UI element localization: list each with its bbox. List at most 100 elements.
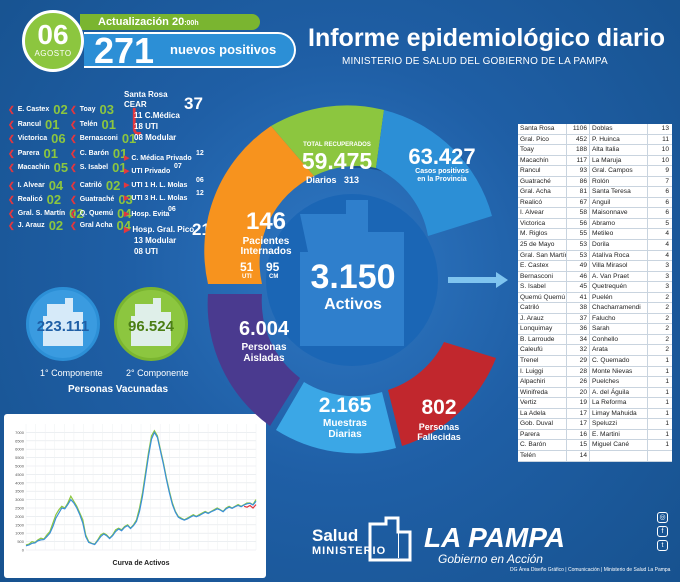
y-tick-label: 5000 (15, 464, 25, 469)
table-cell-count: 2 (665, 314, 669, 322)
bracket-icon: ❮ (8, 134, 15, 143)
table-cell-count: 1 (665, 367, 669, 375)
table-cell-count: 1 (665, 409, 669, 417)
facebook-icon[interactable]: f (657, 526, 668, 537)
table-row: Guatraché 86 Rolón 7 (518, 176, 672, 188)
y-tick-label: 3500 (15, 489, 25, 494)
vaccinated-title: Personas Vacunadas (68, 384, 169, 395)
isolated-value: 6.004 (238, 318, 290, 340)
table-cell-count: 67 (567, 197, 590, 208)
locality-value: 02 (53, 102, 68, 117)
table-cell-count: 6 (665, 188, 669, 196)
hospitalized-value: 146 (245, 208, 287, 235)
table-cell-locality: C. Quemado (590, 356, 648, 366)
table-cell-locality: S. Isabel (518, 282, 567, 292)
table-cell-count: 53 (567, 240, 590, 250)
hospitalized-label-2: Internados (240, 246, 292, 257)
table-cell-locality: Telén (518, 450, 567, 461)
recovered-label: TOTAL RECUPERADOS (303, 142, 371, 148)
table-cell-count: 93 (567, 166, 590, 176)
locality-value: 04 (117, 206, 132, 221)
table-row: Quemú Quemú 41 Puelén 2 (518, 292, 672, 304)
instagram-icon[interactable]: ◎ (657, 512, 668, 523)
chart-x-label: Curva de Activos (113, 560, 170, 567)
locality-name: Rancul (17, 121, 42, 128)
y-tick-label: 1500 (15, 522, 25, 527)
table-cell-locality: C. Barón (518, 440, 567, 450)
table-cell-locality: Arata (590, 345, 648, 356)
evita-label: Hosp. Evita (131, 211, 170, 218)
table-cell-count: 7 (665, 177, 669, 185)
table-cell-locality: Caleufú (518, 345, 567, 356)
bracket-icon: ❮ (70, 195, 77, 204)
table-cell-locality: Santa Rosa (518, 124, 567, 134)
recovered-daily-label: Diarios (306, 175, 337, 185)
table-cell-locality: Monte Nievas (590, 366, 648, 377)
province-map-icon (131, 298, 171, 346)
table-cell-count: 5 (665, 219, 669, 227)
bracket-icon: ❮ (70, 209, 77, 218)
bracket-icon: ❮ (8, 209, 15, 218)
y-tick-label: 1000 (15, 531, 25, 536)
deaths-label-1: Personas (418, 422, 460, 432)
cear-modular-value: 08 (134, 133, 143, 142)
active-label: Activos (324, 296, 382, 313)
table-cell-count: 10 (661, 156, 669, 164)
update-banner: Actualización 20:00h (80, 14, 260, 30)
mid-locality-row: ❮ Guatraché 03 (70, 192, 133, 207)
table-cell-locality: Maisonnave (590, 208, 648, 218)
pico-modular-label: Modular (145, 236, 177, 245)
locality-value: 01 (45, 117, 60, 132)
arrow-right-icon (496, 272, 508, 288)
table-row: Caleufú 32 Arata 2 (518, 345, 672, 357)
pico-label: Hosp. Gral. Pico (132, 225, 195, 234)
table-cell-locality: Rolón (590, 176, 648, 187)
mid-locality-row: ❮ Toay 03 (70, 102, 114, 117)
recovered-value: 59.475 (301, 148, 373, 174)
table-row: Gral. Acha 81 Santa Teresa 6 (518, 187, 672, 198)
bracket-icon: ❮ (8, 221, 15, 230)
mid-locality-row: ❮ Telén 01 (70, 117, 116, 132)
left-locality-row: ❮ J. Arauz 02 (8, 218, 63, 233)
deaths-label-2: Fallecidas (417, 432, 461, 442)
bracket-icon: ❮ (8, 195, 15, 204)
table-cell-locality: E. Martini (590, 429, 648, 440)
cm-value: 95 (266, 260, 280, 274)
evita-value: 06 (168, 206, 176, 213)
locality-value: 02 (48, 218, 64, 233)
table-row: Realicó 67 Anguil 6 (518, 197, 672, 209)
table-row: Santa Rosa 1106 Doblas 13 (518, 124, 672, 135)
twitter-icon[interactable]: t (657, 540, 668, 551)
uti1-value: 06 (196, 177, 204, 184)
table-cell-count: 17 (567, 419, 590, 429)
localities-table: Santa Rosa 1106 Doblas 13 Gral. Pico 452 P. Hu… (518, 124, 672, 462)
locality-name: J. Arauz (17, 222, 45, 229)
cear-cmedica-label: C.Médica (144, 111, 180, 120)
table-cell-locality: Quemú Quemú (520, 292, 567, 303)
province-cases-label-1: Casos positivos (415, 168, 469, 175)
pico-modular-value: 13 (134, 236, 143, 245)
mid-locality-row: ❮ Bernasconi 01 (70, 131, 136, 146)
samples-label-1: Muestras (323, 418, 367, 429)
table-cell-count: 3 (665, 283, 669, 291)
table-cell-count: 17 (567, 408, 590, 419)
y-tick-label: 4000 (15, 480, 25, 485)
table-cell-count (648, 451, 672, 461)
table-cell-locality: Trenel (518, 356, 567, 366)
table-row: Alpachiri 26 Puelches 1 (518, 377, 672, 388)
table-cell-count: 45 (567, 282, 590, 292)
table-cell-count: 19 (567, 398, 590, 408)
table-cell-locality: La Adela (518, 408, 567, 419)
table-cell-locality: Parera (518, 429, 567, 440)
bracket-icon: ❮ (8, 120, 15, 129)
table-cell-locality: La Reforma (590, 398, 648, 408)
table-cell-count: 1 (665, 378, 669, 386)
table-cell-count: 1 (665, 420, 669, 428)
table-cell-locality: A. del Águila (590, 387, 648, 398)
table-cell-locality: Miguel Cané (590, 440, 648, 450)
table-cell-count: 26 (567, 377, 590, 387)
table-cell-count: 37 (567, 313, 590, 324)
table-cell-count: 81 (567, 187, 590, 197)
mid-locality-row: ❮ Gral Acha 04 (70, 218, 131, 233)
y-tick-label: 500 (17, 539, 24, 544)
